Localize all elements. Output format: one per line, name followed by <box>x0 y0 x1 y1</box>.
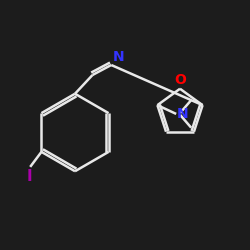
Text: N: N <box>112 50 124 64</box>
Text: N: N <box>177 107 188 121</box>
Text: I: I <box>26 169 32 184</box>
Text: O: O <box>174 73 186 87</box>
